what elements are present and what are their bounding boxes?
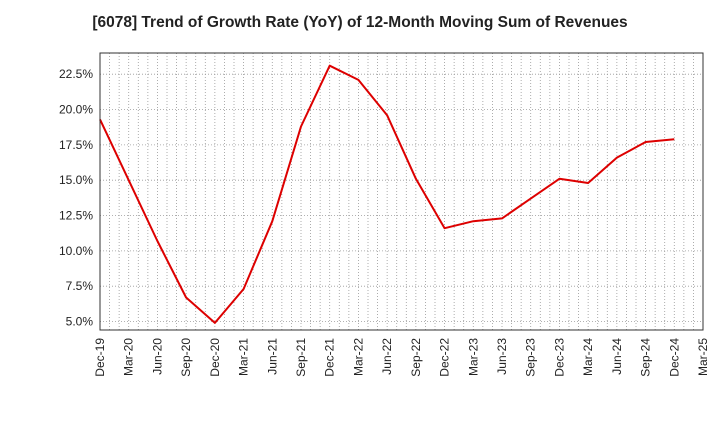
x-tick-label: Dec-22 (438, 338, 452, 377)
x-tick-label: Mar-25 (696, 338, 710, 376)
x-tick-label: Dec-19 (93, 338, 107, 377)
y-tick-label: 10.0% (59, 244, 93, 258)
x-tick-label: Jun-24 (610, 338, 624, 375)
series-line (99, 64, 675, 324)
y-tick-label: 15.0% (59, 173, 93, 187)
x-tick-label: Jun-21 (265, 338, 279, 375)
y-tick-label: 17.5% (59, 138, 93, 152)
x-tick-label: Dec-20 (208, 338, 222, 377)
x-tick-label: Mar-21 (237, 338, 251, 376)
x-tick-label: Sep-20 (179, 338, 193, 377)
x-tick-label: Sep-22 (409, 338, 423, 377)
x-tick-label: Mar-24 (581, 338, 595, 376)
chart-title: [6078] Trend of Growth Rate (YoY) of 12-… (92, 14, 628, 31)
x-tick-label: Sep-21 (294, 338, 308, 377)
y-tick-label: 20.0% (59, 103, 93, 117)
x-tick-label: Mar-23 (466, 338, 480, 376)
y-tick-label: 22.5% (59, 67, 93, 81)
y-tick-label: 12.5% (59, 209, 93, 223)
x-tick-label: Sep-23 (524, 338, 538, 377)
plot-border (99, 52, 704, 331)
plot-background (100, 53, 703, 330)
x-tick-label: Jun-23 (495, 338, 509, 375)
y-tick-label: 7.5% (66, 279, 94, 293)
x-tick-label: Mar-20 (122, 338, 136, 376)
x-tick-label: Dec-23 (552, 338, 566, 377)
x-tick-label: Mar-22 (351, 338, 365, 376)
x-tick-label: Sep-24 (639, 338, 653, 377)
y-tick-label: 5.0% (66, 315, 94, 329)
x-tick-label: Jun-22 (380, 338, 394, 375)
x-tick-label: Dec-24 (667, 338, 681, 377)
x-tick-label: Jun-20 (150, 338, 164, 375)
x-tick-label: Dec-21 (323, 338, 337, 377)
